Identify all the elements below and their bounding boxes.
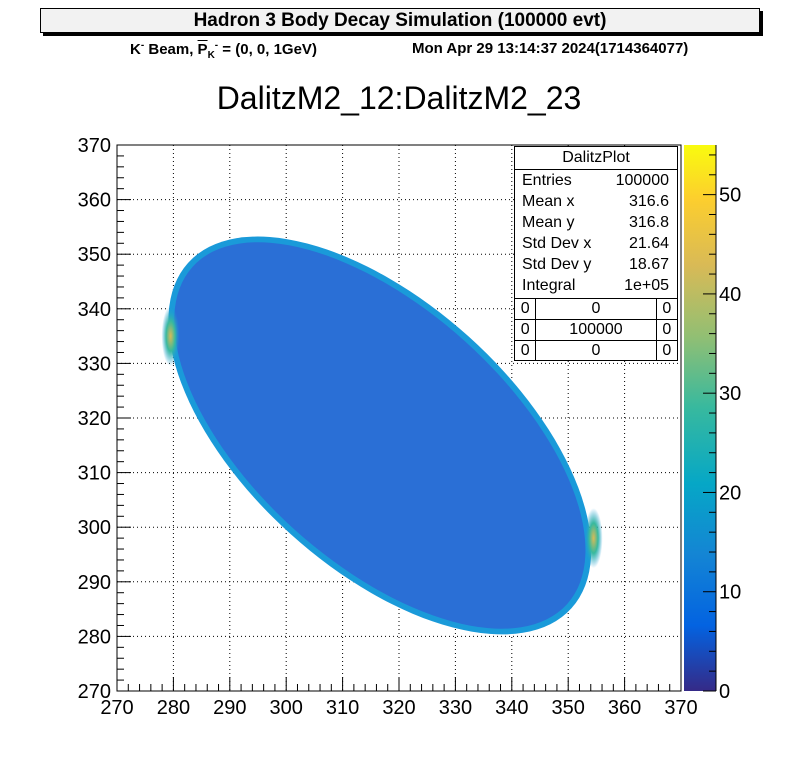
x-tick-label: 290: [213, 697, 246, 719]
x-tick-label: 350: [552, 697, 585, 719]
x-axis: 270 280 290 300 310 320 330 340 350 360 370: [100, 677, 698, 719]
beam-charge: -: [140, 40, 145, 51]
stats-cell: 0: [535, 298, 657, 320]
timestamp: Mon Apr 29 13:14:37 2024(1714364077): [412, 40, 689, 57]
stats-cell: 0: [655, 298, 677, 320]
momentum-particle: K: [207, 50, 215, 61]
y-tick-label: 290: [78, 572, 111, 594]
stats-row: Std Dev x 21.64: [515, 233, 677, 254]
stats-key: Std Dev y: [522, 256, 592, 273]
stats-row: Mean y 316.8: [515, 212, 677, 233]
x-tick-label: 310: [326, 697, 359, 719]
stats-row: Mean x 316.6: [515, 191, 677, 212]
y-tick-label: 320: [78, 408, 111, 430]
x-tick-label: 280: [157, 697, 190, 719]
y-axis: 270 280 290 300 310 320 330 340 350 360 370: [78, 135, 131, 703]
canvas-title: Hadron 3 Body Decay Simulation (100000 e…: [40, 8, 760, 33]
z-tick-label: 20: [719, 482, 741, 504]
z-tick-label: 40: [719, 284, 741, 306]
y-tick-label: 340: [78, 299, 111, 321]
color-scale-axis: 0 10 20 30 40 50: [703, 145, 741, 703]
stats-key: Mean x: [522, 193, 575, 210]
stats-key: Entries: [522, 172, 572, 189]
y-tick-label: 330: [78, 353, 111, 375]
x-tick-label: 370: [664, 697, 697, 719]
x-tick-label: 330: [439, 697, 472, 719]
histogram-title: DalitzM2_12:DalitzM2_23: [216, 80, 582, 116]
edge-peak: [584, 508, 603, 569]
z-tick-label: 30: [719, 383, 741, 405]
momentum-value: = (0, 0, 1GeV): [218, 41, 317, 58]
density-region: [161, 236, 603, 635]
y-tick-label: 300: [78, 517, 111, 539]
color-scale-bar: [684, 145, 716, 691]
stats-key: Mean y: [522, 214, 575, 231]
stats-row: Entries 100000: [515, 170, 677, 191]
stats-value: 1e+05: [624, 277, 669, 294]
stats-cell: 0: [515, 340, 537, 361]
z-tick-label: 0: [719, 681, 730, 703]
stats-cell: 0: [655, 319, 677, 341]
x-tick-label: 340: [495, 697, 528, 719]
stats-value: 316.6: [628, 193, 669, 210]
stats-key: Std Dev x: [522, 235, 592, 252]
stats-row: Integral 1e+05: [515, 275, 677, 296]
stats-key: Integral: [522, 277, 576, 294]
stats-value: 316.8: [628, 214, 669, 231]
stats-cell: 0: [515, 319, 537, 341]
stats-cell: 0: [655, 340, 677, 361]
x-tick-label: 300: [270, 697, 303, 719]
z-tick-label: 50: [719, 185, 741, 207]
stats-value: 18.67: [628, 256, 669, 273]
stats-row: Std Dev y 18.67: [515, 254, 677, 275]
stats-cell: 0: [515, 298, 537, 320]
stats-cell: 100000: [535, 319, 657, 341]
y-tick-label: 270: [78, 681, 111, 703]
z-tick-label: 10: [719, 582, 741, 604]
x-tick-label: 320: [382, 697, 415, 719]
stats-value: 21.64: [628, 235, 669, 252]
beam-info: K- Beam, PK- = (0, 0, 1GeV): [130, 40, 317, 61]
momentum-charge: -: [214, 40, 219, 51]
edge-peak: [161, 306, 180, 367]
x-tick-label: 360: [608, 697, 641, 719]
x-tick-label: 270: [100, 697, 133, 719]
y-tick-label: 350: [78, 244, 111, 266]
density-region-body: [174, 242, 586, 629]
y-tick-label: 280: [78, 626, 111, 648]
stats-box: DalitzPlot Entries 100000 Mean x 316.6 Mea…: [514, 146, 678, 361]
beam-text: Beam,: [144, 41, 198, 58]
y-tick-label: 360: [78, 190, 111, 212]
beam-label: K: [130, 41, 141, 58]
momentum-symbol: P: [197, 41, 208, 58]
stats-cell: 0: [535, 340, 657, 361]
y-tick-label: 370: [78, 135, 111, 157]
stats-title: DalitzPlot: [515, 147, 677, 170]
stats-value: 100000: [615, 172, 669, 189]
y-tick-label: 310: [78, 463, 111, 485]
